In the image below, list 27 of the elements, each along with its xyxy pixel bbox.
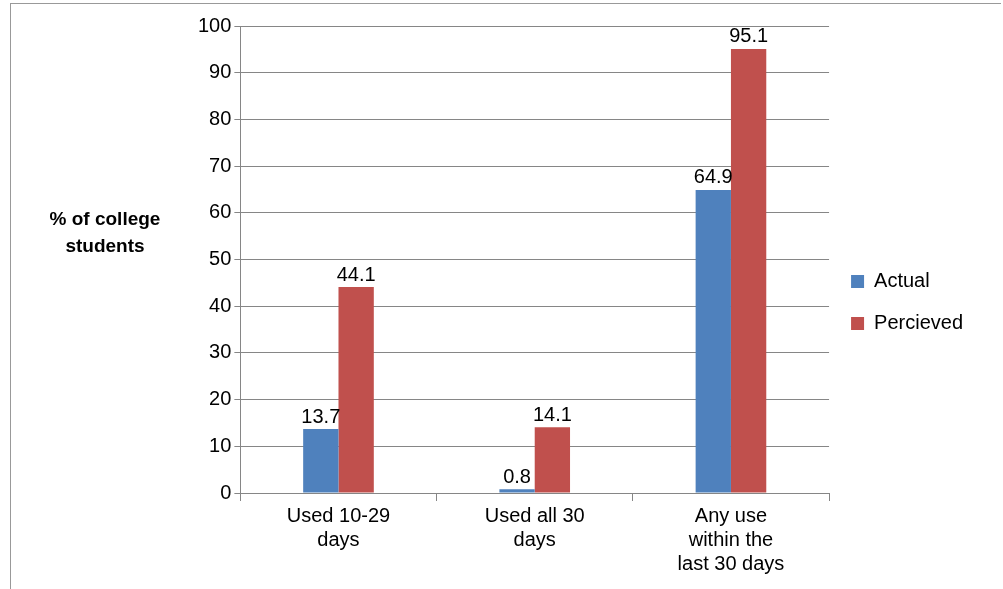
bar	[303, 429, 339, 493]
bar	[695, 189, 731, 493]
x-tick-label: Used all 30 days	[484, 503, 585, 550]
y-tick-label: 10	[209, 433, 232, 456]
y-tick-label: 30	[209, 340, 232, 363]
bar	[534, 427, 571, 493]
x-tick-label: Any use within the last 30 days	[677, 503, 785, 574]
data-label: 95.1	[729, 24, 769, 47]
bar	[499, 489, 535, 493]
y-tick-label: 80	[209, 106, 232, 129]
data-label: 44.1	[336, 262, 376, 285]
bar	[338, 287, 374, 493]
y-tick-label: 40	[209, 293, 232, 316]
x-tick-label: Used 10-29 days	[286, 503, 391, 550]
y-tick-label: 50	[209, 247, 232, 270]
legend-label: Percieved	[874, 311, 963, 334]
y-tick-label: 20	[209, 387, 232, 410]
bar	[730, 48, 767, 493]
y-axis-title: % of college students	[48, 207, 162, 258]
y-tick-label: 70	[209, 153, 232, 176]
data-label: 0.8	[503, 464, 531, 487]
y-tick-label: 90	[209, 60, 232, 83]
y-tick-label: 60	[209, 200, 232, 223]
legend-label: Actual	[874, 269, 930, 292]
data-label: 14.1	[532, 402, 572, 425]
y-tick-label: 0	[220, 480, 232, 503]
y-tick-label: 100	[197, 13, 232, 36]
